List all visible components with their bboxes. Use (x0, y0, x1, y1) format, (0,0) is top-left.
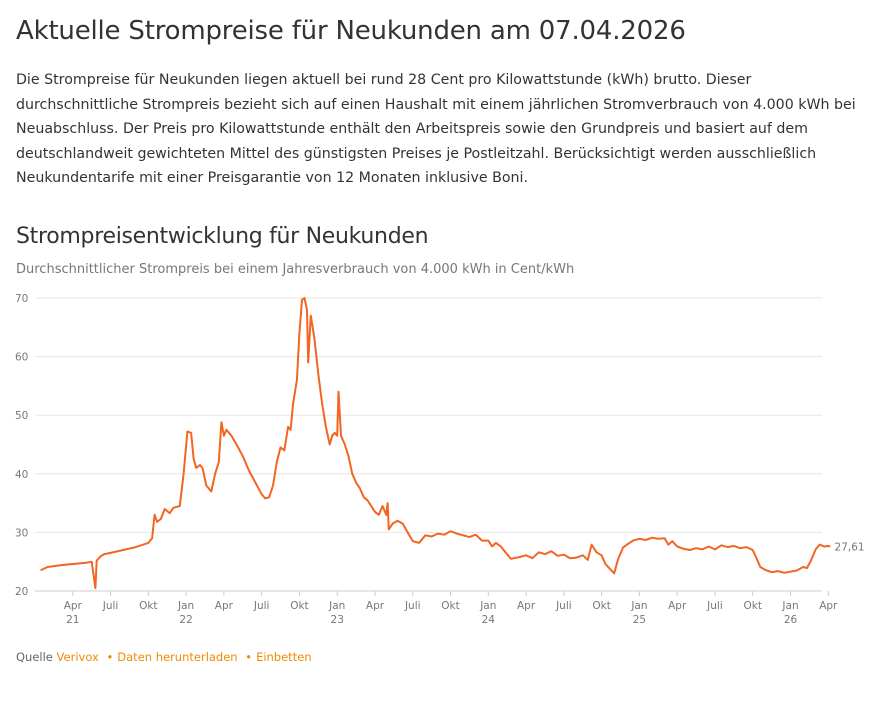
x-tick-label: Juli (555, 600, 572, 612)
x-axis: Apr 21 Juli Okt Jan 22 Apr Juli Okt Jan 23 Apr Juli O… (64, 591, 838, 626)
x-tick-year-label: 22 (179, 614, 192, 626)
y-tick-label: 40 (15, 469, 28, 481)
page-title: Aktuelle Strompreise für Neukunden am 07… (16, 16, 686, 46)
x-tick-label: Jan (630, 600, 647, 612)
x-tick-label: Juli (253, 600, 270, 612)
x-tick-label: Juli (706, 600, 723, 612)
x-tick-label: Jan (177, 600, 194, 612)
x-tick-label: Okt (744, 600, 762, 612)
x-tick-label: Apr (517, 600, 536, 612)
x-tick-year-label: 23 (331, 614, 344, 626)
x-tick-label: Okt (592, 600, 610, 612)
separator: • (245, 650, 253, 664)
x-tick-label: Apr (819, 600, 838, 612)
x-tick-label: Apr (64, 600, 83, 612)
chart-title: Strompreisentwicklung für Neukunden (16, 224, 429, 249)
x-tick-label: Okt (441, 600, 459, 612)
chart-gridlines (35, 297, 822, 592)
embed-link[interactable]: Einbetten (256, 650, 312, 664)
x-tick-label: Jan (781, 600, 798, 612)
y-tick-label: 50 (15, 410, 28, 422)
x-tick-year-label: 26 (784, 614, 798, 626)
x-tick-label: Okt (139, 600, 157, 612)
source-prefix: Quelle (16, 650, 53, 664)
price-line-chart: 20 30 40 50 60 70 Apr 21 Juli Okt Jan 22 Apr Juli Okt… (15, 293, 865, 626)
y-tick-label: 60 (15, 352, 28, 364)
y-tick-label: 30 (15, 527, 28, 539)
x-tick-label: Apr (668, 600, 687, 612)
series-line-strompreis (40, 297, 831, 590)
intro-paragraph: Die Strompreise für Neukunden liegen akt… (16, 72, 856, 186)
x-tick-label: Apr (215, 600, 234, 612)
x-tick-label: Apr (366, 600, 385, 612)
separator: • (106, 650, 114, 664)
chart-footer: Quelle Verivox • Daten herunterladen • Ein… (16, 650, 312, 664)
x-tick-label: Okt (290, 600, 308, 612)
x-tick-year-label: 25 (633, 614, 646, 626)
x-tick-label: Jan (479, 600, 496, 612)
chart-subtitle: Durchschnittlicher Strompreis bei einem … (16, 262, 575, 277)
y-tick-label: 70 (15, 293, 28, 305)
y-tick-label: 20 (15, 586, 28, 598)
x-tick-label: Juli (102, 600, 119, 612)
x-tick-year-label: 21 (66, 614, 79, 626)
x-tick-label: Jan (328, 600, 345, 612)
y-axis: 20 30 40 50 60 70 (15, 293, 28, 598)
download-data-link[interactable]: Daten herunterladen (117, 650, 238, 664)
last-value-label: 27,61 (835, 541, 865, 553)
source-link-verivox[interactable]: Verivox (56, 650, 99, 664)
x-tick-label: Juli (404, 600, 421, 612)
series-layer: 27,61 (40, 297, 865, 590)
x-tick-year-label: 24 (482, 614, 496, 626)
